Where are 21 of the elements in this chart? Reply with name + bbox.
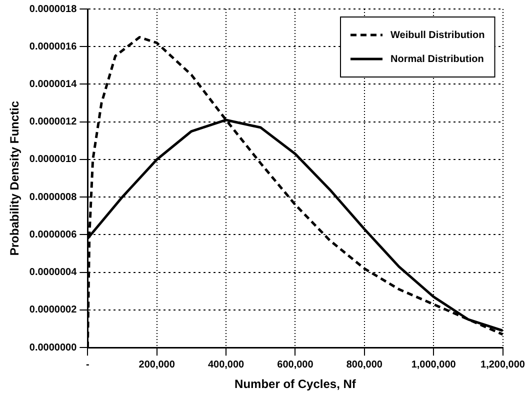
y-tick-label: 0.0000012 (29, 116, 78, 128)
y-tick-label: 0.0000000 (29, 342, 78, 354)
x-tick-label: 800,000 (346, 359, 383, 370)
x-tick-label: - (86, 359, 90, 370)
legend-label: Normal Distribution (390, 54, 484, 65)
y-axis-title: Probability Density Functic (8, 100, 22, 256)
x-tick-label: 600,000 (277, 359, 314, 370)
x-tick-label: 200,000 (138, 359, 176, 370)
y-tick-label: 0.0000016 (29, 41, 78, 52)
x-axis-title: Number of Cycles, Nf (234, 377, 357, 392)
x-tick-label: 1,000,000 (411, 359, 456, 370)
y-tick-label: 0.0000002 (29, 304, 78, 316)
y-tick-label: 0.0000004 (29, 267, 78, 278)
x-tick-label: 400,000 (208, 359, 245, 370)
x-tick-label: 1,200,000 (480, 359, 526, 370)
legend-label: Weibull Distribution (390, 30, 485, 41)
y-tick-label: 0.0000010 (29, 154, 78, 166)
y-tick-label: 0.0000008 (29, 192, 78, 203)
y-tick-label: 0.0000018 (29, 4, 78, 15)
y-tick-label: 0.0000006 (29, 229, 78, 240)
y-tick-label: 0.0000014 (29, 78, 78, 90)
